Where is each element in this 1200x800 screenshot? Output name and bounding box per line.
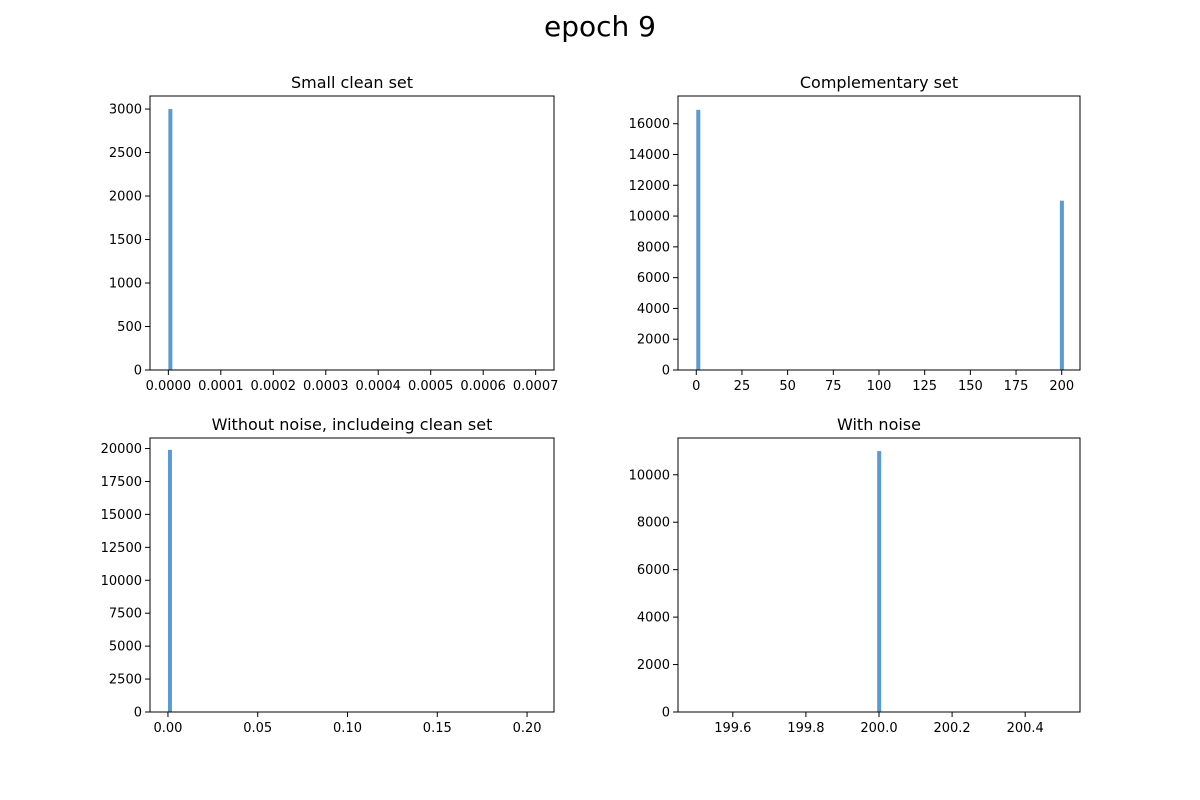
- y-tick-label: 2000: [637, 333, 670, 348]
- x-tick-label: 200.2: [933, 721, 970, 736]
- subplot-1: Small clean set 0.0000 0.0001 0.0002 0.0003 0…: [109, 73, 558, 394]
- histogram-bar: [167, 449, 172, 712]
- y-tick-label: 4000: [637, 611, 670, 626]
- y-tick-label: 16000: [629, 117, 670, 132]
- axes-frame: [149, 437, 555, 713]
- x-tick-label: 125: [912, 379, 937, 394]
- x-tick-label: 0.20: [513, 721, 542, 736]
- x-tick-label: 0.0007: [513, 379, 559, 394]
- y-tick-label: 14000: [629, 148, 670, 163]
- y-tick-label: 15000: [101, 508, 142, 523]
- subplot-title: Complementary set: [800, 73, 958, 92]
- x-tick-label: 199.8: [787, 721, 824, 736]
- x-tick-label: 0.0001: [198, 379, 244, 394]
- x-tick-label: 150: [958, 379, 983, 394]
- axes-frame: [677, 95, 1081, 371]
- y-tick-label: 0: [134, 706, 142, 721]
- subplot-4: With noise 199.6 199.8 200.0 200.2 200.4 0 2000…: [629, 415, 1081, 736]
- x-tick-label: 0.0002: [251, 379, 297, 394]
- histogram-bar: [696, 109, 701, 370]
- figure-title: epoch 9: [544, 10, 656, 43]
- x-tick-label: 0.10: [333, 721, 362, 736]
- x-tick-label: 0.0006: [460, 379, 506, 394]
- y-tick-label: 8000: [637, 516, 670, 531]
- histogram-bar: [1059, 200, 1064, 370]
- y-tick-label: 3000: [109, 103, 142, 118]
- histogram-bar: [168, 109, 173, 371]
- y-tick-label: 2500: [109, 146, 142, 161]
- x-tick-label: 200.0: [860, 721, 897, 736]
- x-tick-label: 0.00: [153, 721, 182, 736]
- y-tick-label: 0: [662, 706, 670, 721]
- x-tick-label: 0.0000: [146, 379, 192, 394]
- x-tick-label: 0.0005: [408, 379, 454, 394]
- y-tick-label: 1500: [109, 233, 142, 248]
- y-tick-label: 20000: [101, 442, 142, 457]
- x-tick-label: 199.6: [714, 721, 751, 736]
- y-tick-label: 12500: [101, 541, 142, 556]
- y-tick-label: 10000: [629, 210, 670, 225]
- y-tick-label: 6000: [637, 271, 670, 286]
- y-tick-label: 2000: [637, 658, 670, 673]
- subplot-title: Small clean set: [291, 73, 413, 92]
- y-tick-label: 10000: [629, 468, 670, 483]
- y-tick-label: 500: [117, 320, 142, 335]
- y-tick-label: 6000: [637, 563, 670, 578]
- x-tick-label: 0.05: [243, 721, 272, 736]
- x-tick-label: 25: [734, 379, 751, 394]
- x-tick-label: 100: [867, 379, 892, 394]
- y-tick-label: 8000: [637, 240, 670, 255]
- subplot-3: Without noise, includeing clean set 0.00 0…: [101, 415, 555, 736]
- y-tick-label: 0: [662, 364, 670, 379]
- subplot-title: Without noise, includeing clean set: [212, 415, 493, 434]
- x-tick-label: 0.0003: [303, 379, 349, 394]
- histogram-bar: [877, 451, 882, 712]
- x-tick-label: 200.4: [1007, 721, 1044, 736]
- y-tick-label: 0: [134, 364, 142, 379]
- y-tick-label: 17500: [101, 475, 142, 490]
- axes-frame: [149, 95, 555, 371]
- x-tick-label: 200: [1049, 379, 1074, 394]
- y-tick-label: 2500: [109, 673, 142, 688]
- subplot-title: With noise: [837, 415, 921, 434]
- x-tick-label: 50: [779, 379, 796, 394]
- x-tick-label: 0: [692, 379, 700, 394]
- y-tick-label: 1000: [109, 277, 142, 292]
- x-tick-label: 75: [825, 379, 842, 394]
- y-tick-label: 12000: [629, 179, 670, 194]
- y-tick-label: 7500: [109, 607, 142, 622]
- x-tick-label: 0.0004: [355, 379, 401, 394]
- y-tick-label: 10000: [101, 574, 142, 589]
- y-tick-label: 5000: [109, 640, 142, 655]
- y-tick-label: 2000: [109, 190, 142, 205]
- x-tick-label: 175: [1004, 379, 1029, 394]
- x-tick-label: 0.15: [423, 721, 452, 736]
- y-tick-label: 4000: [637, 302, 670, 317]
